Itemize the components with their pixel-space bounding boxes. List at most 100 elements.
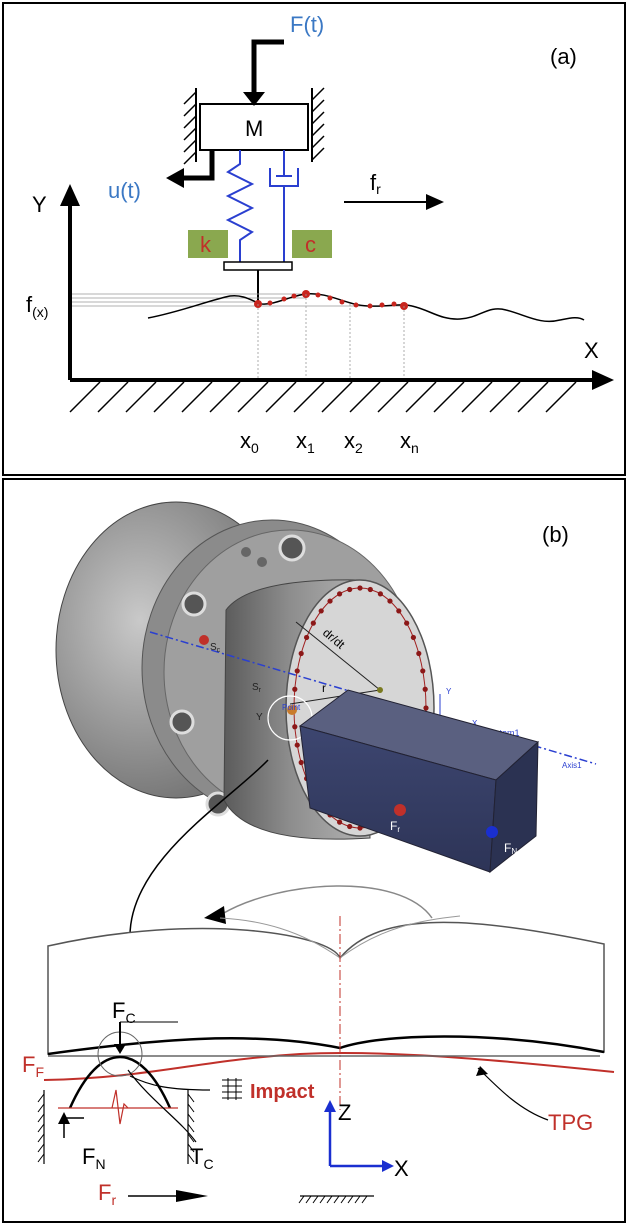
damper-label: c [305, 232, 316, 257]
ground-hatch-stroke [405, 381, 437, 413]
toolpath-dot [387, 598, 393, 604]
workpiece-twist-line-2 [339, 915, 461, 959]
ground-hatch-lower-stroke [305, 1195, 312, 1204]
toolpath-dot [404, 620, 410, 626]
fn-arrowhead [58, 1112, 70, 1124]
coord-x-label: X [472, 719, 478, 728]
displacement-arrow-head [166, 168, 184, 188]
profile-reference-lines [72, 293, 404, 307]
displacement-arrow-shaft [180, 150, 215, 181]
y-axis-arrow [60, 184, 80, 206]
profile-sample [339, 299, 345, 305]
ground-hatch-stroke [265, 381, 297, 413]
tpg-label: TPG [548, 1110, 593, 1135]
sc-arrowhead [204, 906, 226, 924]
ground-hatch-stroke [545, 381, 577, 413]
toolpath-dot [416, 650, 422, 657]
workpiece-twist-line [219, 917, 341, 959]
tpg-arrowhead [476, 1066, 488, 1076]
ground-hatch-lower-stroke [347, 1195, 354, 1204]
ground-hatch-stroke [377, 381, 409, 413]
mass-label: M [245, 116, 263, 141]
toolpath-dot [347, 823, 353, 830]
ground-hatch-lower-stroke [326, 1195, 333, 1204]
profile-sample [315, 292, 321, 298]
impact-label: Impact [250, 1081, 315, 1103]
y-axis-label: Y [32, 192, 47, 217]
toolpath-dot [423, 705, 429, 711]
ground-hatch-lower-stroke [354, 1195, 361, 1204]
ground-hatch-stroke [461, 381, 493, 413]
right-wall-hatch [311, 87, 325, 161]
toolpath-dot [310, 620, 316, 626]
profile-sample [391, 301, 397, 307]
contact-point [287, 705, 297, 715]
force-arrow-head [243, 92, 265, 106]
ground-hatch-lower-stroke [312, 1195, 319, 1204]
sc-cad-label: Sc [210, 642, 221, 654]
profile-sample [353, 302, 359, 308]
fc-label: FC [112, 998, 136, 1026]
ground-hatch-lower-stroke [340, 1195, 347, 1204]
wall-hatch-stroke [187, 1103, 195, 1113]
panel-a: (a) M F(t) u(t) [26, 12, 614, 456]
toolpath-dot [292, 686, 298, 692]
ground-hatch-stroke [153, 381, 185, 413]
wall-hatch-stroke [187, 1153, 195, 1163]
wall-hatch-stroke [37, 1103, 45, 1113]
tick-guides [257, 294, 405, 378]
panel-b-tag: (b) [542, 522, 569, 547]
fn-lower-label: FN [82, 1144, 106, 1172]
toolpath-dot [337, 591, 343, 597]
wall-hatch-stroke [37, 1113, 45, 1123]
ground-hatch-lower-stroke [298, 1195, 305, 1204]
ground-hatch-stroke [489, 381, 521, 413]
impact-leader [129, 1075, 211, 1091]
tool-tip-profile [68, 1055, 172, 1109]
panel-b: (b) Axis1 dr/dt r Sc Sr [22, 501, 615, 1208]
profile-sample [327, 295, 333, 301]
wall-hatch-stroke [37, 1093, 45, 1103]
damper-label-box [292, 230, 332, 258]
spring-label: k [200, 232, 212, 257]
fr-lower-label: Fr [98, 1180, 116, 1208]
panel-b-frame [2, 478, 626, 1223]
force-arrow-shaft [251, 39, 284, 96]
follower-plate [223, 261, 293, 271]
tool-holder-hatch [37, 1093, 195, 1163]
ground-hatch-lower-stroke [333, 1195, 340, 1204]
z-label: Z [338, 1100, 351, 1125]
fr-arrowhead [176, 1190, 208, 1202]
wall-hatch-stroke [187, 1123, 195, 1133]
ground-hatch-stroke [349, 381, 381, 413]
wall-hatch-stroke [187, 1093, 195, 1103]
ground-hatch-stroke [517, 381, 549, 413]
toolpath-dot [294, 742, 300, 748]
x-axis-label: X [584, 338, 599, 363]
feed-label: fr [370, 170, 381, 197]
z-axis-arrowhead [324, 1100, 336, 1112]
toolpath-dot [410, 634, 416, 641]
toolpath-dot [337, 819, 343, 825]
ground-hatch-lower-stroke [319, 1195, 326, 1204]
toolpath-dot [377, 591, 383, 597]
profile-sample [267, 300, 273, 306]
r-label: r [322, 681, 326, 695]
ground-hatch-stroke [209, 381, 241, 413]
toolpath-dot [357, 585, 363, 591]
spring-label-box [188, 230, 228, 258]
feed-arrow-head [426, 194, 444, 210]
impact-pulse [111, 1089, 129, 1125]
ground-hatch-stroke [293, 381, 325, 413]
tool-path-curve [43, 1051, 615, 1081]
toolpath-dot [422, 686, 428, 692]
toolpath-dot [292, 724, 298, 730]
tpg-leader [477, 1067, 549, 1121]
ground-hatch-stroke [181, 381, 213, 413]
wall-hatch-stroke [37, 1153, 45, 1163]
wall-hatch-stroke [187, 1143, 195, 1153]
ground-hatch-stroke [125, 381, 157, 413]
force-label: F(t) [290, 12, 324, 37]
